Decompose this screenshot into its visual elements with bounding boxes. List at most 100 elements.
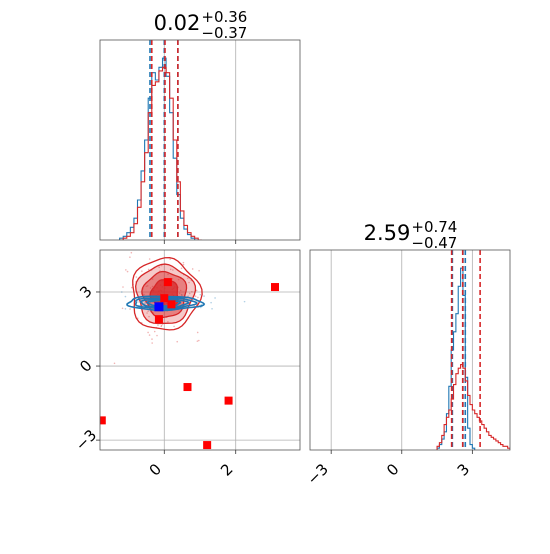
sample-point-1 [186,277,189,279]
sample-point-1 [169,268,172,271]
outlier-markers [100,278,279,450]
sample-point-1 [176,340,179,343]
sample-point-1 [147,331,149,334]
sample-point-0 [152,301,154,304]
histogram-step-series-1 [119,66,202,240]
contour-level-0-2 [139,298,190,309]
sample-point-1 [178,292,181,295]
sample-point-1 [167,321,169,323]
y-tick-label: −3 [72,426,100,454]
sample-point-1 [177,278,180,281]
sample-point-1 [182,263,185,266]
sample-point-1 [148,258,151,260]
sample-point-1 [130,251,133,254]
sample-point-1 [156,334,158,337]
sample-point-1 [188,281,190,284]
outlier-marker [160,294,169,303]
sample-point-1 [191,290,193,293]
sample-point-1 [171,277,174,280]
panel-frame [309,249,511,451]
sample-point-0 [181,294,183,297]
contour-level-0-1 [134,297,198,310]
contour-level-0-0 [126,295,206,312]
panel-top-left-title-plus: +0.36 [201,8,247,26]
sample-point-1 [197,296,199,299]
grid-lines [330,250,473,450]
histogram-step-series-0 [119,57,202,240]
sample-point-1 [125,269,127,271]
outlier-marker [100,416,106,425]
x-tick-label: 0 [383,460,402,479]
sample-point-1 [129,256,131,258]
y-tick-label: 3 [76,282,95,301]
histogram-step-series-0 [436,267,476,450]
outlier-marker [154,315,163,324]
sample-point-0 [124,308,127,310]
sample-point-1 [154,245,156,247]
sample-point-1 [121,307,124,310]
sample-point-1 [191,268,194,270]
sample-point-1 [148,334,151,336]
y-tick-label: 0 [76,356,95,375]
sample-point-0 [120,291,123,293]
sample-point-1 [122,286,124,288]
sample-point-1 [151,338,153,340]
sample-point-1 [147,310,149,313]
sample-point-1 [148,315,150,318]
sample-point-0 [211,307,213,310]
sample-point-1 [126,270,129,273]
sample-point-1 [196,331,199,334]
histogram-series-group [119,40,202,240]
sample-point-0 [210,301,212,304]
x-tick-label: −3 [304,460,332,488]
panel-bottom-left-scatter: 0 2 −3 0 3 [72,233,301,480]
histogram-step-series-1 [436,364,510,450]
contour-level-1-0 [132,256,203,331]
sample-point-1 [198,269,200,272]
sample-point-0 [187,295,189,297]
sample-point-1 [153,330,156,333]
sample-point-0 [243,300,246,303]
panel-top-left-histogram [99,39,301,244]
sample-point-1 [158,266,160,269]
sample-point-1 [182,261,185,264]
sample-point-1 [147,268,150,271]
sample-point-0 [214,297,216,299]
panel-frame [99,39,301,241]
scatter-contour-group [100,233,279,450]
grid-lines [100,250,300,450]
sample-point-1 [151,278,154,280]
outlier-marker [183,383,192,392]
panel-bottom-right-title-plus: +0.74 [411,218,457,236]
sample-point-1 [145,285,148,288]
sample-point-1 [130,286,133,289]
sample-point-0 [180,293,183,296]
outlier-marker [271,283,279,292]
panel-top-left-title: 0.02 [154,11,201,35]
sample-point-1 [151,285,154,288]
sample-point-1 [167,273,169,276]
sample-point-1 [169,233,171,235]
sample-point-0 [199,306,202,309]
sample-point-1 [141,270,143,272]
sample-point-1 [146,285,149,287]
sample-point-1 [198,339,200,342]
x-axis-ticks: −3 0 3 [304,450,473,488]
outlier-marker [163,278,172,287]
sample-point-1 [188,292,191,295]
y-axis-ticks: −3 0 3 [72,282,100,454]
sample-point-0 [124,295,127,298]
panel-bottom-right-histogram: −3 0 3 [304,249,511,488]
outlier-marker [203,441,212,450]
sample-point-0 [203,295,205,297]
x-tick-label: 2 [217,460,236,479]
sample-point-1 [135,276,138,278]
outlier-marker [167,300,176,309]
outlier-marker [224,396,233,405]
panel-bottom-right-title: 2.59 [364,221,411,245]
histogram-series-group [436,250,510,450]
panel-top-left-title-minus: −0.37 [201,24,247,42]
